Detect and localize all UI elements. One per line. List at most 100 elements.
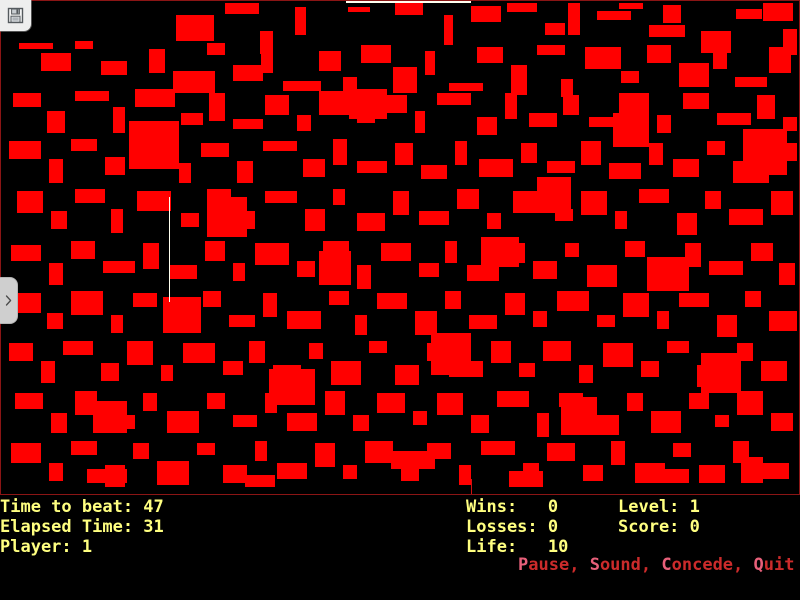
game-block: [223, 361, 243, 375]
status-score: Score: 0: [618, 517, 700, 537]
game-block: [329, 291, 349, 305]
game-block: [651, 411, 681, 433]
game-block: [353, 415, 369, 431]
game-block: [673, 443, 691, 457]
menu-item-sound[interactable]: Sound: [590, 555, 641, 575]
game-block: [477, 47, 503, 63]
game-block: [49, 463, 63, 481]
game-block: [597, 315, 615, 327]
game-block: [783, 117, 797, 131]
menu-label: ause: [528, 555, 570, 575]
game-playfield[interactable]: [0, 0, 800, 495]
block-layer: [1, 1, 799, 494]
game-block: [63, 341, 93, 355]
game-block: [51, 211, 67, 229]
game-block: [283, 81, 321, 91]
game-block: [167, 411, 199, 433]
game-block: [395, 3, 423, 15]
game-block: [543, 341, 571, 361]
game-block: [761, 361, 787, 381]
game-block: [579, 365, 593, 383]
game-block: [657, 311, 669, 329]
game-block: [413, 411, 427, 425]
game-block: [9, 343, 33, 361]
game-block: [201, 143, 229, 157]
menu-separator: ,: [640, 555, 662, 575]
save-button[interactable]: [0, 0, 31, 31]
game-block: [673, 159, 699, 177]
game-block: [471, 415, 489, 433]
game-block: [71, 441, 97, 455]
game-block: [537, 177, 571, 213]
game-block: [769, 311, 797, 331]
game-block: [603, 343, 633, 367]
game-block: [445, 291, 461, 309]
game-block: [331, 361, 361, 385]
game-block: [348, 7, 370, 12]
status-bar: Time to beat: 47 Elapsed Time: 31 Player…: [0, 495, 800, 600]
game-block: [713, 49, 727, 69]
game-block: [469, 315, 497, 329]
game-block: [377, 293, 407, 309]
game-block: [47, 313, 63, 329]
game-block: [568, 3, 580, 35]
top-white-line: [346, 1, 471, 3]
game-block: [295, 7, 306, 35]
menu-separator: ,: [733, 555, 754, 575]
menu-item-pause[interactable]: Pause: [518, 555, 569, 575]
game-block: [133, 443, 149, 459]
game-block: [209, 93, 225, 121]
game-block: [705, 191, 721, 209]
game-block: [561, 79, 573, 97]
game-block: [143, 243, 159, 269]
command-menu[interactable]: Pause, Sound, Concede, Quit: [518, 555, 795, 575]
game-block: [297, 115, 311, 131]
game-block: [497, 391, 529, 407]
game-block: [315, 443, 335, 467]
menu-item-quit[interactable]: Quit: [754, 555, 795, 575]
game-block: [333, 139, 347, 165]
status-wins: Wins: 0: [466, 497, 559, 517]
game-block: [717, 315, 737, 337]
game-block: [51, 413, 67, 433]
game-block: [319, 51, 341, 71]
game-block: [225, 3, 259, 14]
game-block: [437, 93, 471, 105]
game-block: [455, 141, 467, 165]
game-block: [233, 65, 263, 81]
game-block: [101, 363, 119, 381]
game-block: [135, 89, 175, 107]
game-block: [623, 293, 649, 317]
game-block: [325, 391, 345, 415]
menu-hotkey: P: [518, 555, 529, 575]
game-block: [737, 343, 753, 361]
game-block: [303, 159, 325, 177]
game-block: [641, 361, 659, 377]
game-block: [381, 243, 411, 261]
game-block: [619, 3, 643, 9]
game-block: [176, 15, 214, 41]
game-block: [415, 311, 437, 335]
game-block: [657, 115, 671, 133]
game-block: [419, 211, 449, 225]
game-block: [701, 353, 741, 393]
game-block: [585, 47, 621, 69]
status-losses: Losses: 0: [466, 517, 559, 537]
game-block: [173, 71, 215, 93]
game-block: [233, 263, 245, 281]
game-block: [19, 43, 53, 49]
game-block: [361, 45, 391, 63]
game-block: [87, 469, 127, 483]
game-block: [157, 461, 189, 485]
game-block: [591, 415, 619, 435]
game-block: [481, 237, 519, 267]
game-block: [557, 291, 589, 311]
expand-sidebar-tab[interactable]: [0, 277, 18, 324]
game-block: [479, 159, 513, 177]
game-block: [635, 463, 665, 483]
game-block: [309, 343, 323, 359]
game-block: [395, 143, 413, 165]
game-block: [229, 315, 255, 327]
menu-item-concede[interactable]: Concede: [661, 555, 733, 575]
